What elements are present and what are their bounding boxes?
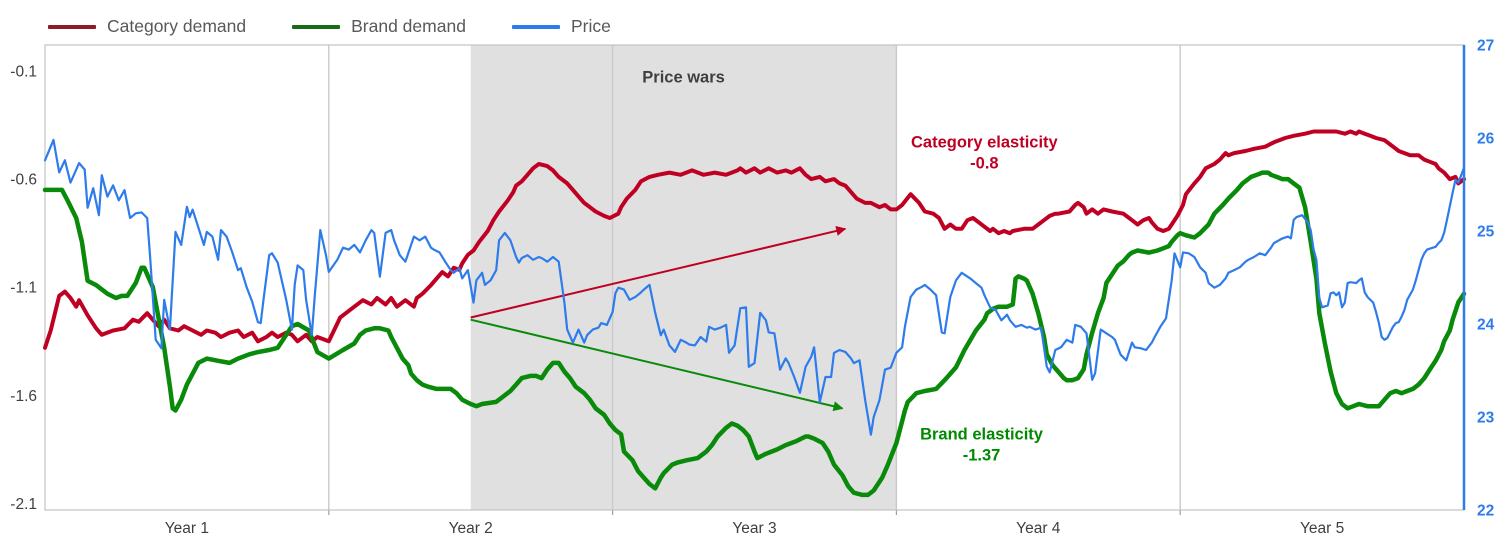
right-axis-tick-label: 26	[1477, 131, 1495, 148]
legend-label-category-demand: Category demand	[107, 16, 247, 36]
series-category-demand-line	[43, 129, 1466, 350]
legend-label-price: Price	[570, 16, 611, 36]
category-demand-swatch-icon	[48, 24, 96, 29]
left-axis-tick-label: -0.6	[10, 172, 37, 189]
left-axis-tick-label: -1.6	[10, 388, 37, 405]
elasticity-arrow-category	[470, 226, 847, 319]
left-axis-tick-label: -1.1	[10, 280, 37, 297]
legend-item-brand-demand: Brand demand	[292, 16, 466, 37]
series-brand-demand-line	[42, 170, 1467, 498]
x-axis-label-year-3: Year 3	[732, 520, 776, 537]
left-axis-tick-label: -0.1	[10, 63, 37, 80]
x-axis-label-year-4: Year 4	[1016, 520, 1061, 537]
right-axis-tick-label: 25	[1477, 224, 1495, 241]
legend-item-category-demand: Category demand	[48, 16, 246, 37]
annotation-category-elasticity-line2: -0.8	[970, 155, 998, 173]
right-axis-tick-label: 22	[1477, 503, 1494, 520]
chart-legend: Category demand Brand demand Price	[48, 16, 611, 37]
x-axis-label-year-1: Year 1	[165, 520, 209, 537]
annotation-brand-elasticity-line1: Brand elasticity	[920, 426, 1044, 444]
left-axis-tick-label: -2.1	[10, 496, 37, 513]
annotation-category-elasticity-line1: Category elasticity	[911, 134, 1059, 152]
brand-demand-swatch-icon	[292, 24, 341, 29]
right-axis-tick-label: 24	[1477, 317, 1495, 334]
price-wars-band	[470, 45, 897, 510]
right-axis-tick-label: 27	[1477, 38, 1494, 55]
annotation-brand-elasticity-line2: -1.37	[963, 447, 1001, 465]
series-price-line	[43, 138, 1466, 436]
price-wars-label: Price wars	[642, 68, 725, 86]
price-swatch-icon	[511, 24, 560, 29]
elasticity-arrow-brand	[470, 318, 844, 412]
legend-item-price: Price	[511, 16, 611, 37]
right-axis-tick-label: 23	[1477, 410, 1495, 427]
x-axis-label-year-2: Year 2	[449, 520, 493, 537]
x-axis-label-year-5: Year 5	[1300, 520, 1344, 537]
legend-label-brand-demand: Brand demand	[351, 16, 466, 36]
